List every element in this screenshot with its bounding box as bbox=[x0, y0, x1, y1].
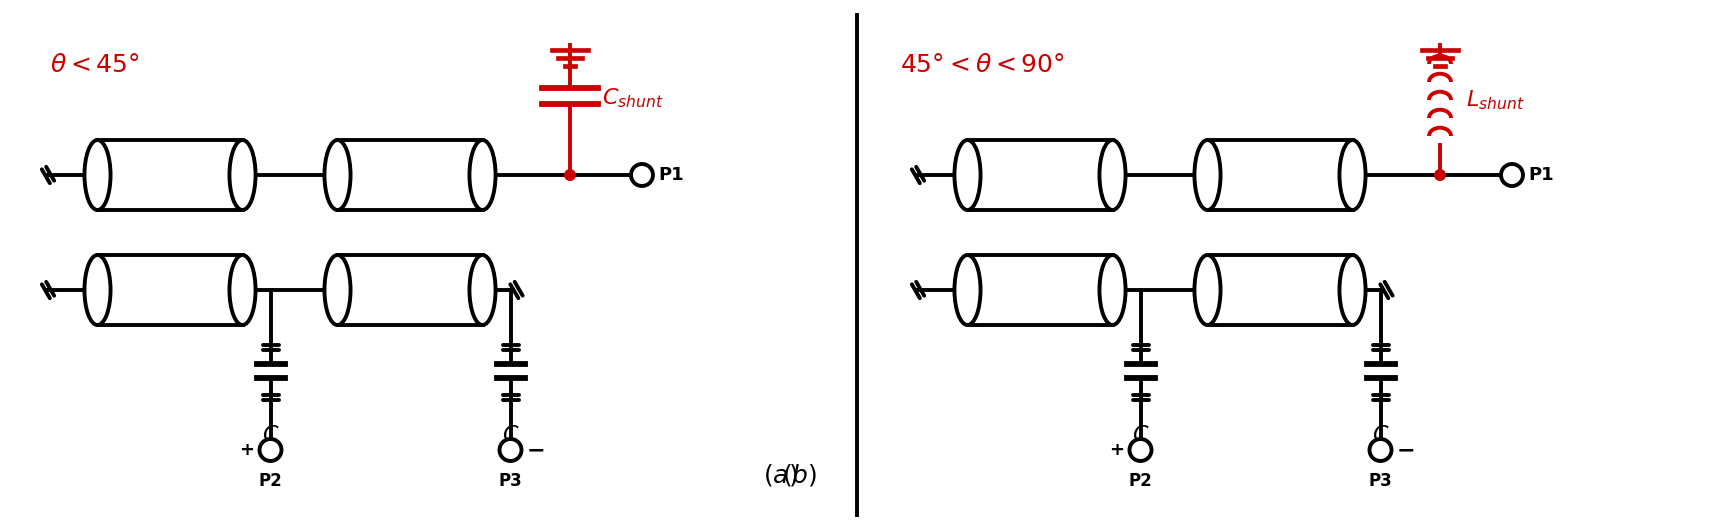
Ellipse shape bbox=[470, 140, 496, 210]
Bar bbox=[967, 255, 1112, 325]
Text: P3: P3 bbox=[499, 472, 523, 490]
Text: −: − bbox=[527, 440, 546, 460]
Text: P2: P2 bbox=[1129, 472, 1153, 490]
Bar bbox=[337, 140, 482, 210]
Bar bbox=[1208, 140, 1353, 210]
Text: P3: P3 bbox=[1368, 472, 1392, 490]
Text: $45° < \theta < 90°$: $45° < \theta < 90°$ bbox=[900, 53, 1065, 77]
Ellipse shape bbox=[955, 140, 981, 210]
Ellipse shape bbox=[1339, 140, 1365, 210]
Circle shape bbox=[499, 439, 521, 461]
Ellipse shape bbox=[1100, 255, 1126, 325]
Circle shape bbox=[1501, 164, 1523, 186]
Bar bbox=[337, 255, 482, 325]
Text: −: − bbox=[1396, 440, 1415, 460]
Ellipse shape bbox=[325, 255, 351, 325]
Text: $L_{shunt}$: $L_{shunt}$ bbox=[1466, 88, 1525, 112]
Bar bbox=[98, 140, 243, 210]
Text: P1: P1 bbox=[657, 166, 683, 184]
Text: $C_{shunt}$: $C_{shunt}$ bbox=[602, 86, 664, 110]
Text: $(b)$: $(b)$ bbox=[783, 462, 817, 488]
Circle shape bbox=[1129, 439, 1151, 461]
Circle shape bbox=[632, 164, 652, 186]
Ellipse shape bbox=[955, 255, 981, 325]
Ellipse shape bbox=[1194, 140, 1220, 210]
Ellipse shape bbox=[1339, 255, 1365, 325]
Text: $\theta < 45°$: $\theta < 45°$ bbox=[50, 53, 139, 77]
Ellipse shape bbox=[1100, 140, 1126, 210]
Text: $C$: $C$ bbox=[1132, 425, 1150, 445]
Ellipse shape bbox=[325, 140, 351, 210]
Bar bbox=[98, 255, 243, 325]
Text: +: + bbox=[1110, 441, 1124, 459]
Text: +: + bbox=[239, 441, 255, 459]
Ellipse shape bbox=[1194, 255, 1220, 325]
Circle shape bbox=[564, 169, 577, 181]
Bar bbox=[1208, 255, 1353, 325]
Bar bbox=[967, 140, 1112, 210]
Ellipse shape bbox=[84, 255, 110, 325]
Text: $C$: $C$ bbox=[1372, 425, 1389, 445]
Text: $C$: $C$ bbox=[503, 425, 520, 445]
Ellipse shape bbox=[229, 140, 255, 210]
Circle shape bbox=[1434, 169, 1446, 181]
Text: $C$: $C$ bbox=[262, 425, 279, 445]
Text: P1: P1 bbox=[1528, 166, 1554, 184]
Ellipse shape bbox=[470, 255, 496, 325]
Circle shape bbox=[1370, 439, 1392, 461]
Ellipse shape bbox=[229, 255, 255, 325]
Text: P2: P2 bbox=[258, 472, 282, 490]
Ellipse shape bbox=[84, 140, 110, 210]
Circle shape bbox=[260, 439, 282, 461]
Text: $(a)$: $(a)$ bbox=[762, 462, 797, 488]
